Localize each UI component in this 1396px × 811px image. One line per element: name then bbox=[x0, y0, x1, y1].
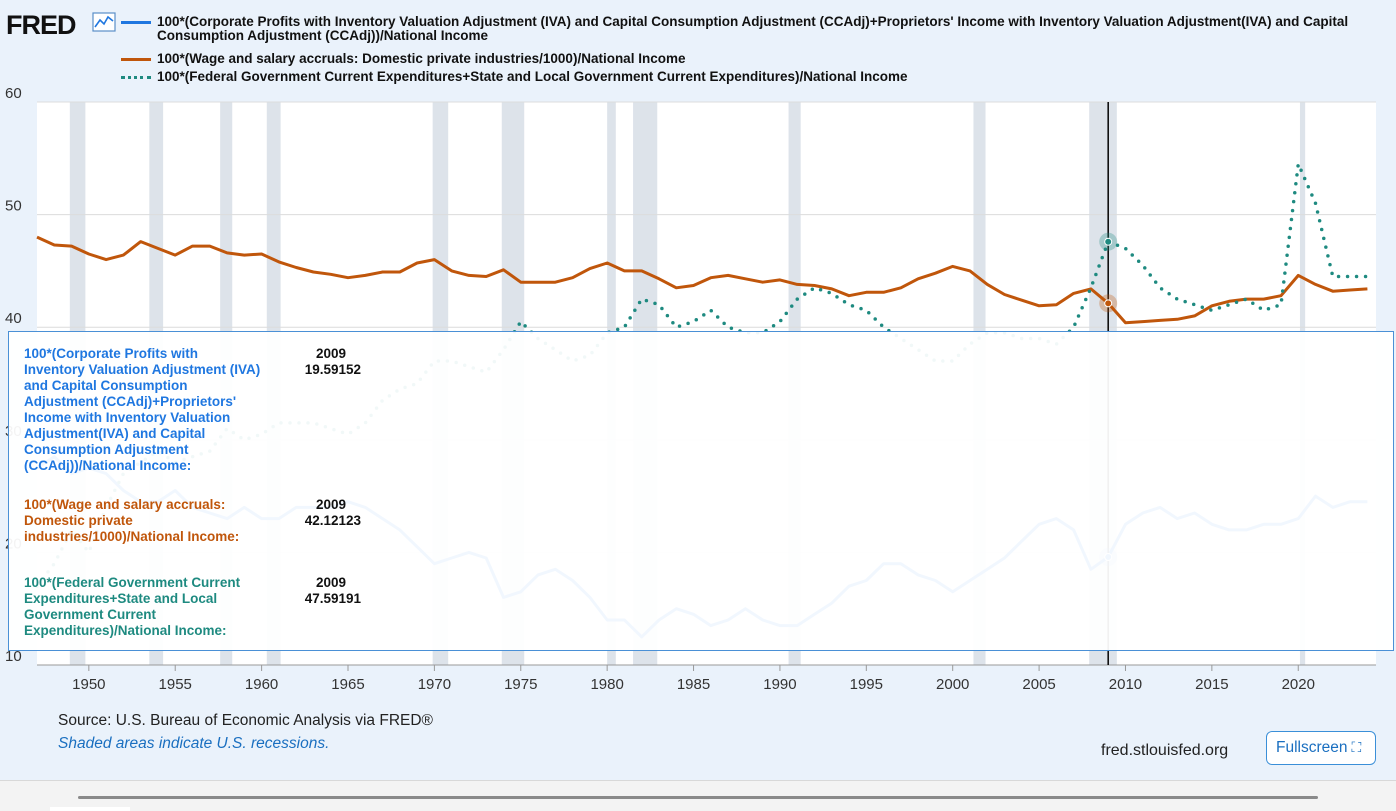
legend-line-dotted bbox=[121, 76, 151, 79]
tooltip-series-name: 100*(Corporate Profits with Inventory Va… bbox=[24, 346, 261, 473]
hover-marker-wage-salary bbox=[1104, 299, 1113, 308]
fullscreen-button[interactable]: Fullscreen ⛶ bbox=[1266, 731, 1376, 765]
legend-label: 100*(Wage and salary accruals: Domestic … bbox=[157, 51, 686, 66]
y-tick-label: 50 bbox=[5, 198, 22, 215]
x-tick-label: 2005 bbox=[1022, 676, 1055, 693]
expand-icon: ⛶ bbox=[1351, 739, 1362, 755]
legend-line-solid bbox=[121, 21, 151, 24]
x-tick-label: 1950 bbox=[72, 676, 105, 693]
x-tick-label: 1995 bbox=[850, 676, 883, 693]
x-tick-label: 1975 bbox=[504, 676, 537, 693]
tooltip-date: 2009 bbox=[316, 575, 347, 590]
x-tick-label: 2010 bbox=[1109, 676, 1142, 693]
y-tick-label: 60 bbox=[5, 85, 22, 102]
legend-label: 100*(Federal Government Current Expendit… bbox=[157, 69, 908, 84]
scrollbar-track[interactable] bbox=[78, 796, 1318, 799]
tooltip-value: 42.12123 bbox=[304, 513, 361, 528]
x-tick-label: 2015 bbox=[1195, 676, 1228, 693]
fullscreen-label: Fullscreen bbox=[1276, 739, 1348, 756]
tooltip-date: 2009 bbox=[316, 497, 347, 512]
x-tick-label: 1990 bbox=[763, 676, 796, 693]
tooltip-series-name: 100*(Federal Government Current Expendit… bbox=[24, 575, 241, 638]
site-url[interactable]: fred.stlouisfed.org bbox=[1101, 742, 1229, 759]
y-tick-label: 10 bbox=[5, 648, 22, 665]
tooltip-value: 19.59152 bbox=[304, 362, 361, 377]
source-text: Source: U.S. Bureau of Economic Analysis… bbox=[58, 712, 433, 729]
x-tick-label: 1960 bbox=[245, 676, 278, 693]
x-tick-label: 1980 bbox=[590, 676, 623, 693]
tooltip-value: 47.59191 bbox=[304, 591, 361, 606]
tooltip-date: 2009 bbox=[316, 346, 347, 361]
x-tick-label: 1985 bbox=[677, 676, 710, 693]
x-tick-label: 2020 bbox=[1282, 676, 1315, 693]
fred-logo[interactable]: FRED bbox=[6, 10, 76, 40]
x-tick-label: 1965 bbox=[331, 676, 364, 693]
x-tick-label: 1955 bbox=[159, 676, 192, 693]
hover-tooltip: 100*(Corporate Profits with Inventory Va… bbox=[8, 331, 1394, 651]
chart-icon bbox=[92, 12, 116, 32]
tooltip-series-name: 100*(Wage and salary accruals: Domestic … bbox=[24, 497, 240, 544]
scrollbar-thumb[interactable] bbox=[50, 807, 130, 811]
y-tick-label: 40 bbox=[5, 310, 22, 327]
legend-label: 100*(Corporate Profits with Inventory Va… bbox=[157, 14, 1349, 43]
hover-marker-government-expenditures bbox=[1104, 237, 1113, 246]
recession-note: Shaded areas indicate U.S. recessions. bbox=[58, 735, 330, 752]
x-tick-label: 1970 bbox=[418, 676, 451, 693]
series-wage-salary-line bbox=[36, 235, 1368, 325]
legend-line-solid bbox=[121, 58, 151, 61]
x-tick-label: 2000 bbox=[936, 676, 969, 693]
horizontal-scrollbar[interactable] bbox=[0, 780, 1396, 811]
